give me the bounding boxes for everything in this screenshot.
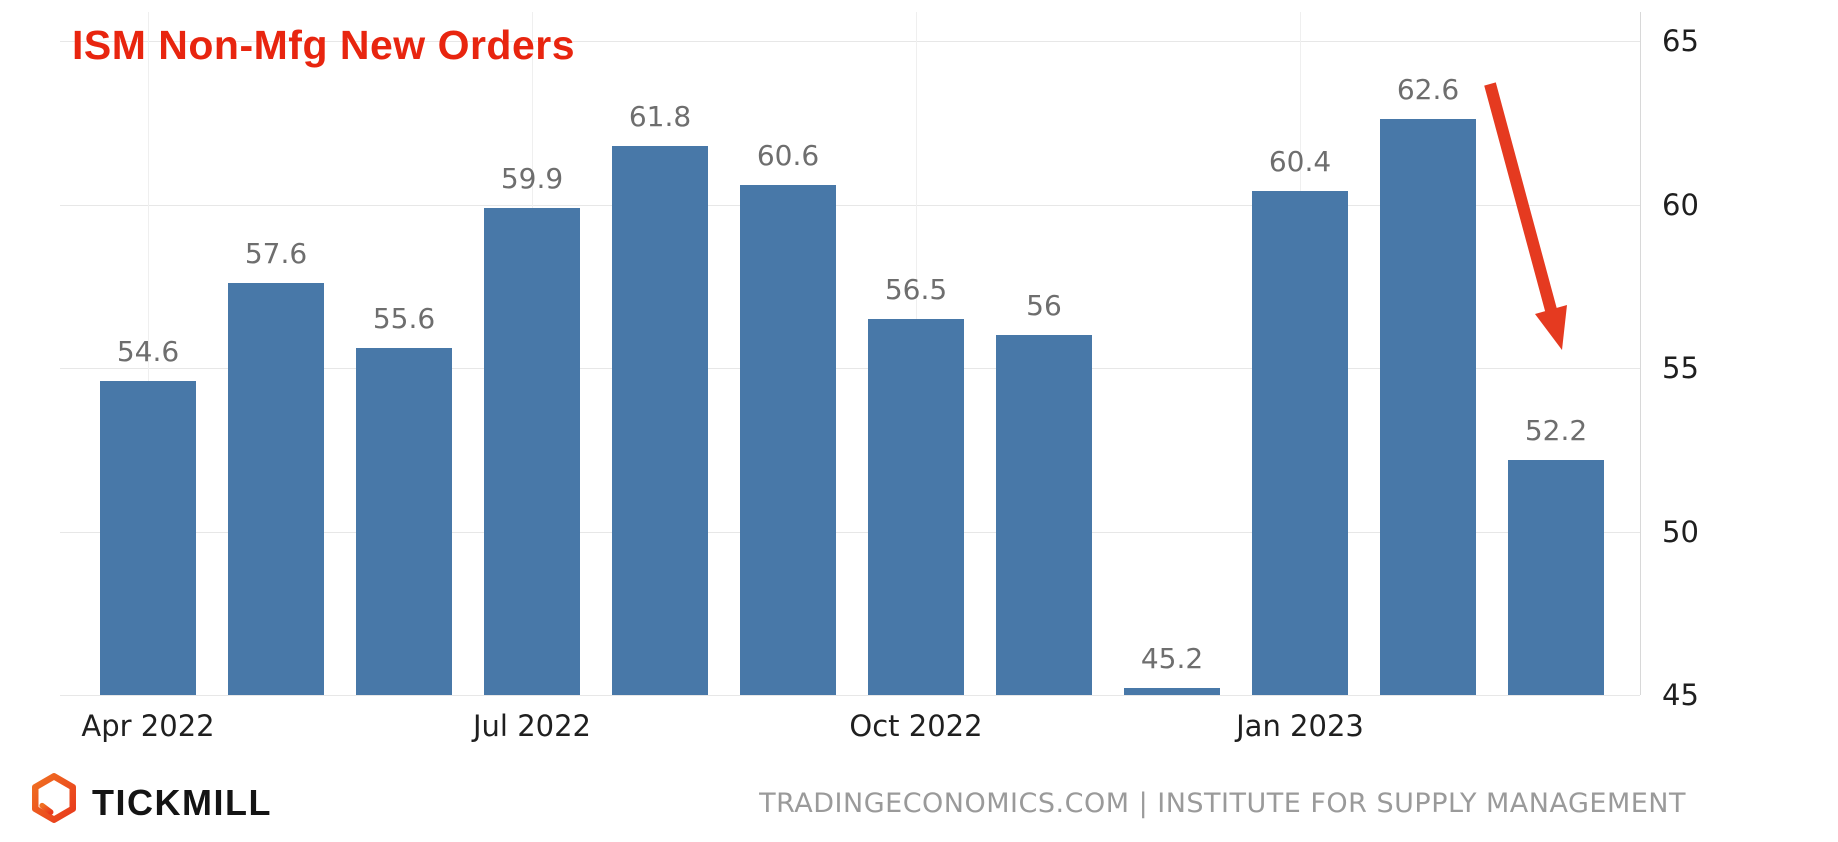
gridline-horizontal [60, 41, 1640, 42]
bar [100, 381, 196, 695]
bar [1508, 459, 1604, 695]
x-axis-tick-label: Jul 2022 [472, 709, 592, 743]
x-axis-tick-label: Oct 2022 [849, 709, 983, 743]
bar [356, 348, 452, 695]
x-axis-tick-label: Apr 2022 [81, 709, 215, 743]
y-axis-tick-label: 60 [1662, 187, 1699, 222]
bar-value-label: 62.6 [1396, 73, 1460, 107]
bar [484, 207, 580, 695]
gridline-horizontal [60, 695, 1640, 696]
bar [740, 184, 836, 695]
brand-name: TICKMILL [92, 782, 272, 823]
bar-value-label: 61.8 [628, 99, 692, 133]
bar-value-label: 56 [1026, 289, 1062, 323]
bar [612, 145, 708, 695]
y-axis-line [1640, 12, 1641, 695]
bar [228, 282, 324, 695]
bar-value-label: 57.6 [244, 236, 308, 270]
bar-value-label: 45.2 [1140, 642, 1204, 676]
gridline-horizontal [60, 368, 1640, 369]
bar [996, 335, 1092, 695]
bar [1252, 191, 1348, 695]
chart-title: ISM Non-Mfg New Orders [72, 22, 576, 68]
y-axis-tick-label: 65 [1662, 24, 1699, 58]
gridline-horizontal [60, 531, 1640, 533]
bar-value-label: 54.6 [116, 335, 180, 369]
y-axis-tick-label: 50 [1662, 514, 1699, 549]
gridline-horizontal [60, 204, 1640, 206]
bar-value-label: 60.4 [1268, 145, 1332, 179]
bar-value-label: 56.5 [884, 272, 948, 306]
bar-value-label: 59.9 [500, 161, 564, 195]
y-axis-tick-label: 55 [1662, 351, 1699, 385]
y-axis-tick-label: 45 [1662, 678, 1699, 712]
gridline-vertical [148, 12, 149, 695]
x-axis-tick-label: Jan 2023 [1236, 709, 1364, 743]
bar-value-label: 60.6 [756, 138, 820, 172]
bar-value-label: 52.2 [1524, 413, 1588, 447]
bar [1380, 119, 1476, 695]
bar [1124, 688, 1220, 695]
bar [868, 318, 964, 695]
bar-value-label: 55.6 [372, 302, 436, 336]
tickmill-logo-icon [32, 773, 76, 823]
attribution-text: TRADINGECONOMICS.COM | INSTITUTE FOR SUP… [759, 788, 1686, 819]
